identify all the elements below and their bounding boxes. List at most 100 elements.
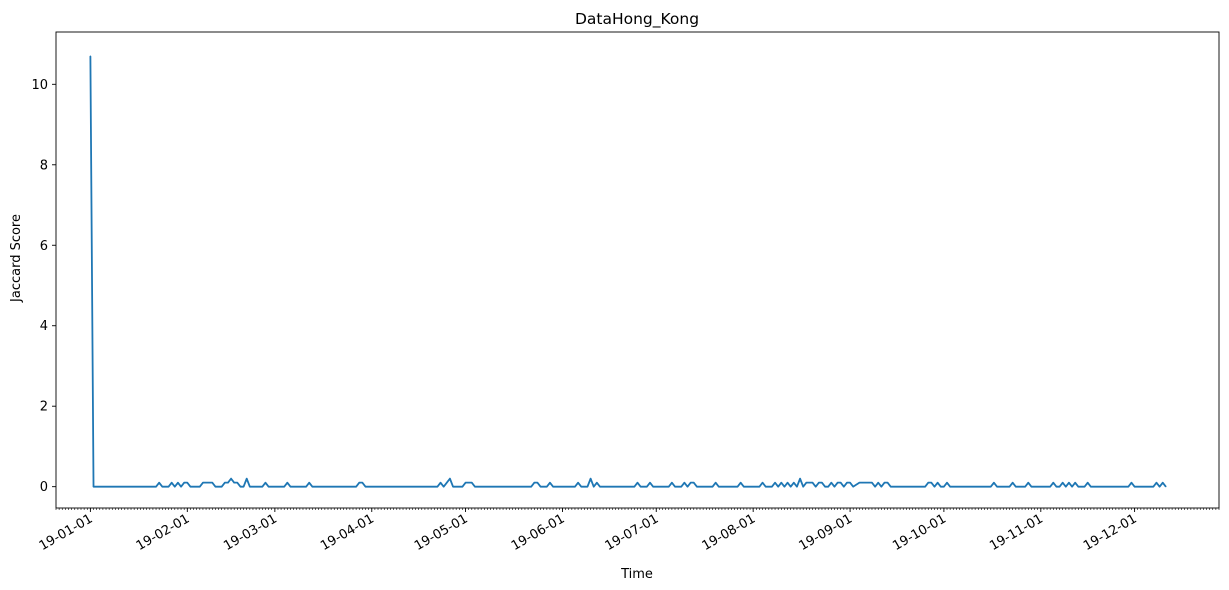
y-axis-title: Jaccard Score — [9, 214, 24, 303]
data-point — [818, 482, 820, 484]
data-point — [990, 486, 992, 488]
data-point — [858, 482, 861, 484]
data-point — [796, 486, 798, 488]
data-point — [790, 486, 792, 488]
data-point — [696, 486, 698, 488]
data-point — [802, 486, 804, 488]
data-point — [1012, 482, 1014, 484]
data-point — [249, 486, 251, 488]
data-point — [590, 478, 592, 480]
data-point — [1024, 486, 1026, 488]
data-point — [461, 486, 464, 488]
data-point — [871, 482, 873, 484]
data-point — [1030, 486, 1033, 488]
data-point — [683, 482, 686, 484]
data-point — [996, 486, 998, 488]
data-point — [890, 486, 892, 488]
y-tick-label: 0 — [40, 480, 48, 495]
data-point — [946, 482, 948, 484]
data-point — [1015, 486, 1017, 488]
data-point — [586, 486, 589, 488]
data-point — [199, 486, 201, 488]
data-point — [765, 486, 767, 488]
data-point — [952, 486, 954, 488]
data-point — [361, 482, 363, 484]
data-point — [230, 478, 232, 480]
data-point — [874, 486, 876, 488]
data-point — [883, 482, 886, 484]
data-point — [261, 486, 263, 488]
data-point — [283, 486, 285, 488]
data-point — [827, 486, 829, 488]
data-point — [799, 478, 801, 480]
data-point — [167, 486, 170, 488]
data-point — [171, 482, 173, 484]
data-point — [155, 486, 157, 488]
data-point — [552, 486, 554, 488]
data-point — [1071, 486, 1073, 488]
data-point — [211, 482, 213, 484]
data-point — [686, 486, 689, 488]
data-point — [868, 482, 870, 484]
data-point — [783, 486, 786, 488]
data-point — [865, 482, 867, 484]
data-point — [1090, 486, 1092, 488]
data-point — [549, 482, 551, 484]
data-point — [286, 482, 288, 484]
data-point — [815, 486, 817, 488]
data-point — [636, 482, 639, 484]
data-point — [183, 482, 185, 484]
data-point — [1062, 482, 1064, 484]
data-point — [761, 482, 764, 484]
data-point — [443, 486, 445, 488]
data-point — [214, 486, 217, 488]
data-point — [777, 486, 779, 488]
data-point — [574, 486, 576, 488]
data-point — [1065, 486, 1067, 488]
data-point — [202, 482, 204, 484]
data-point — [786, 482, 789, 484]
data-point — [1027, 482, 1029, 484]
data-point — [805, 482, 807, 484]
data-point — [652, 486, 654, 488]
data-point — [1068, 482, 1070, 484]
data-point — [849, 482, 851, 484]
data-point — [355, 486, 357, 488]
data-point — [927, 482, 929, 484]
data-point — [736, 486, 739, 488]
data-point — [774, 482, 776, 484]
data-point — [539, 486, 542, 488]
data-point — [1049, 486, 1051, 488]
data-point — [718, 486, 720, 488]
data-point — [690, 482, 692, 484]
data-point — [158, 482, 160, 484]
data-point — [246, 478, 248, 480]
data-point — [811, 482, 814, 484]
data-point — [671, 482, 673, 484]
data-point — [593, 486, 595, 488]
data-point — [937, 482, 939, 484]
data-point — [436, 486, 439, 488]
data-point — [364, 486, 367, 488]
data-point — [546, 486, 548, 488]
data-point — [821, 482, 823, 484]
data-point — [771, 486, 773, 488]
data-point — [852, 486, 854, 488]
data-point — [1127, 486, 1129, 488]
data-point — [740, 482, 742, 484]
data-point — [793, 482, 795, 484]
y-tick-label: 6 — [40, 239, 48, 254]
y-axis: 0 2 4 6 8 10 — [31, 78, 56, 495]
data-point — [743, 486, 745, 488]
data-point — [711, 486, 714, 488]
data-point — [180, 486, 182, 488]
data-point — [1008, 486, 1011, 488]
data-point — [186, 482, 188, 484]
data-point — [1055, 486, 1058, 488]
data-point — [846, 482, 848, 484]
data-point — [224, 482, 226, 484]
data-point — [955, 486, 957, 488]
data-point — [289, 486, 292, 488]
data-point — [233, 482, 235, 484]
